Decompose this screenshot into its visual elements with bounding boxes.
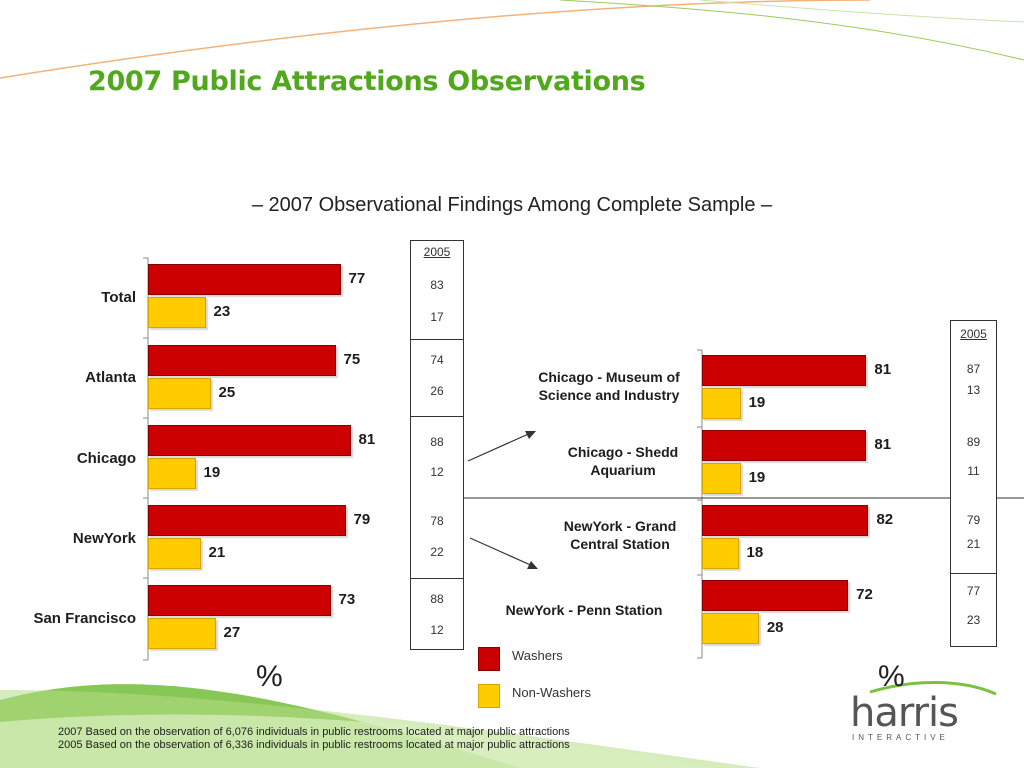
value-label-washers: 81	[874, 436, 892, 453]
category-label: NewYork - Penn Station	[505, 602, 663, 618]
category-label: Total	[101, 289, 136, 306]
value-label-non-washers: 23	[213, 303, 231, 320]
percent-symbol: %	[878, 660, 905, 693]
comparison-2005-non-washers: 21	[966, 537, 981, 551]
comparison-2005-washers: 89	[966, 435, 981, 449]
value-label-non-washers: 19	[748, 469, 766, 486]
comparison-2005-washers: 88	[430, 592, 444, 606]
comparison-2005-non-washers: 12	[430, 465, 444, 479]
bar-washers	[702, 355, 867, 386]
category-label: Chicago - Shedd Aquarium	[567, 444, 679, 478]
footnote-2007: 2007 Based on the observation of 6,076 i…	[58, 726, 570, 738]
comparison-2005-non-washers: 26	[430, 384, 444, 398]
page-title: 2007 Public Attractions Observations	[88, 66, 646, 97]
category-label: Atlanta	[85, 369, 136, 386]
category-label: Chicago - Museum of Science and Industry	[538, 369, 680, 403]
comparison-2005-non-washers: 12	[430, 623, 444, 637]
value-label-non-washers: 18	[746, 544, 764, 561]
comparison-2005-box-left	[410, 240, 464, 650]
bar-washers	[148, 585, 331, 616]
bar-washers	[148, 264, 341, 295]
comparison-2005-washers: 78	[430, 514, 444, 528]
value-label-washers: 81	[358, 431, 376, 448]
bar-washers	[702, 430, 867, 461]
comparison-2005-non-washers: 17	[430, 310, 444, 324]
category-label: NewYork	[72, 530, 136, 547]
bar-non-washers	[148, 618, 216, 649]
footnote-2005: 2005 Based on the observation of 6,336 i…	[58, 739, 570, 751]
bar-non-washers	[702, 538, 739, 569]
chart-subtitle: – 2007 Observational Findings Among Comp…	[251, 194, 773, 216]
value-label-non-washers: 21	[208, 544, 226, 561]
comparison-2005-washers: 87	[966, 362, 981, 376]
value-label-non-washers: 19	[748, 394, 766, 411]
legend-label-non-washers: Non-Washers	[512, 685, 591, 700]
value-label-washers: 75	[343, 351, 361, 368]
harris-logo-subtitle: INTERACTIVE	[852, 733, 949, 742]
value-label-washers: 82	[876, 511, 894, 528]
comparison-2005-non-washers: 11	[967, 464, 980, 478]
value-label-washers: 79	[353, 511, 371, 528]
percent-symbol: %	[256, 660, 283, 693]
value-label-washers: 81	[874, 361, 892, 378]
comparison-2005-non-washers: 23	[966, 613, 981, 627]
comparison-2005-washers: 77	[966, 584, 981, 598]
bar-non-washers	[702, 388, 741, 419]
comparison-2005-washers: 79	[966, 513, 981, 527]
comparison-year-label: 2005	[960, 327, 987, 341]
value-label-non-washers: 28	[766, 619, 784, 636]
legend-label-washers: Washers	[512, 648, 563, 663]
comparison-2005-washers: 83	[430, 278, 444, 292]
bar-washers	[702, 505, 869, 536]
bar-non-washers	[702, 613, 759, 644]
category-label: NewYork - Grand Central Station	[563, 518, 677, 552]
bar-non-washers	[148, 297, 206, 328]
bar-non-washers	[148, 378, 211, 409]
value-label-washers: 72	[856, 586, 873, 603]
legend-swatch-non-washers	[478, 684, 500, 708]
comparison-year-label: 2005	[423, 245, 451, 259]
harris-logo: harris	[850, 690, 959, 736]
comparison-2005-non-washers: 22	[430, 545, 444, 559]
bar-washers	[148, 505, 346, 536]
bar-non-washers	[702, 463, 741, 494]
category-label: Chicago	[76, 450, 136, 467]
value-label-washers: 73	[338, 591, 356, 608]
comparison-2005-washers: 88	[430, 435, 444, 449]
bar-washers	[702, 580, 849, 611]
bar-non-washers	[148, 538, 201, 569]
value-label-non-washers: 25	[218, 384, 236, 401]
bar-washers	[148, 425, 351, 456]
value-label-non-washers: 19	[203, 464, 221, 481]
bar-washers	[148, 345, 336, 376]
comparison-2005-box-right	[950, 320, 997, 647]
comparison-2005-washers: 74	[430, 353, 444, 367]
comparison-2005-non-washers: 13	[966, 383, 981, 397]
category-label: San Francisco	[33, 610, 136, 627]
value-label-washers: 77	[348, 270, 366, 287]
bar-non-washers	[148, 458, 196, 489]
legend-swatch-washers	[478, 647, 500, 671]
value-label-non-washers: 27	[223, 624, 241, 641]
